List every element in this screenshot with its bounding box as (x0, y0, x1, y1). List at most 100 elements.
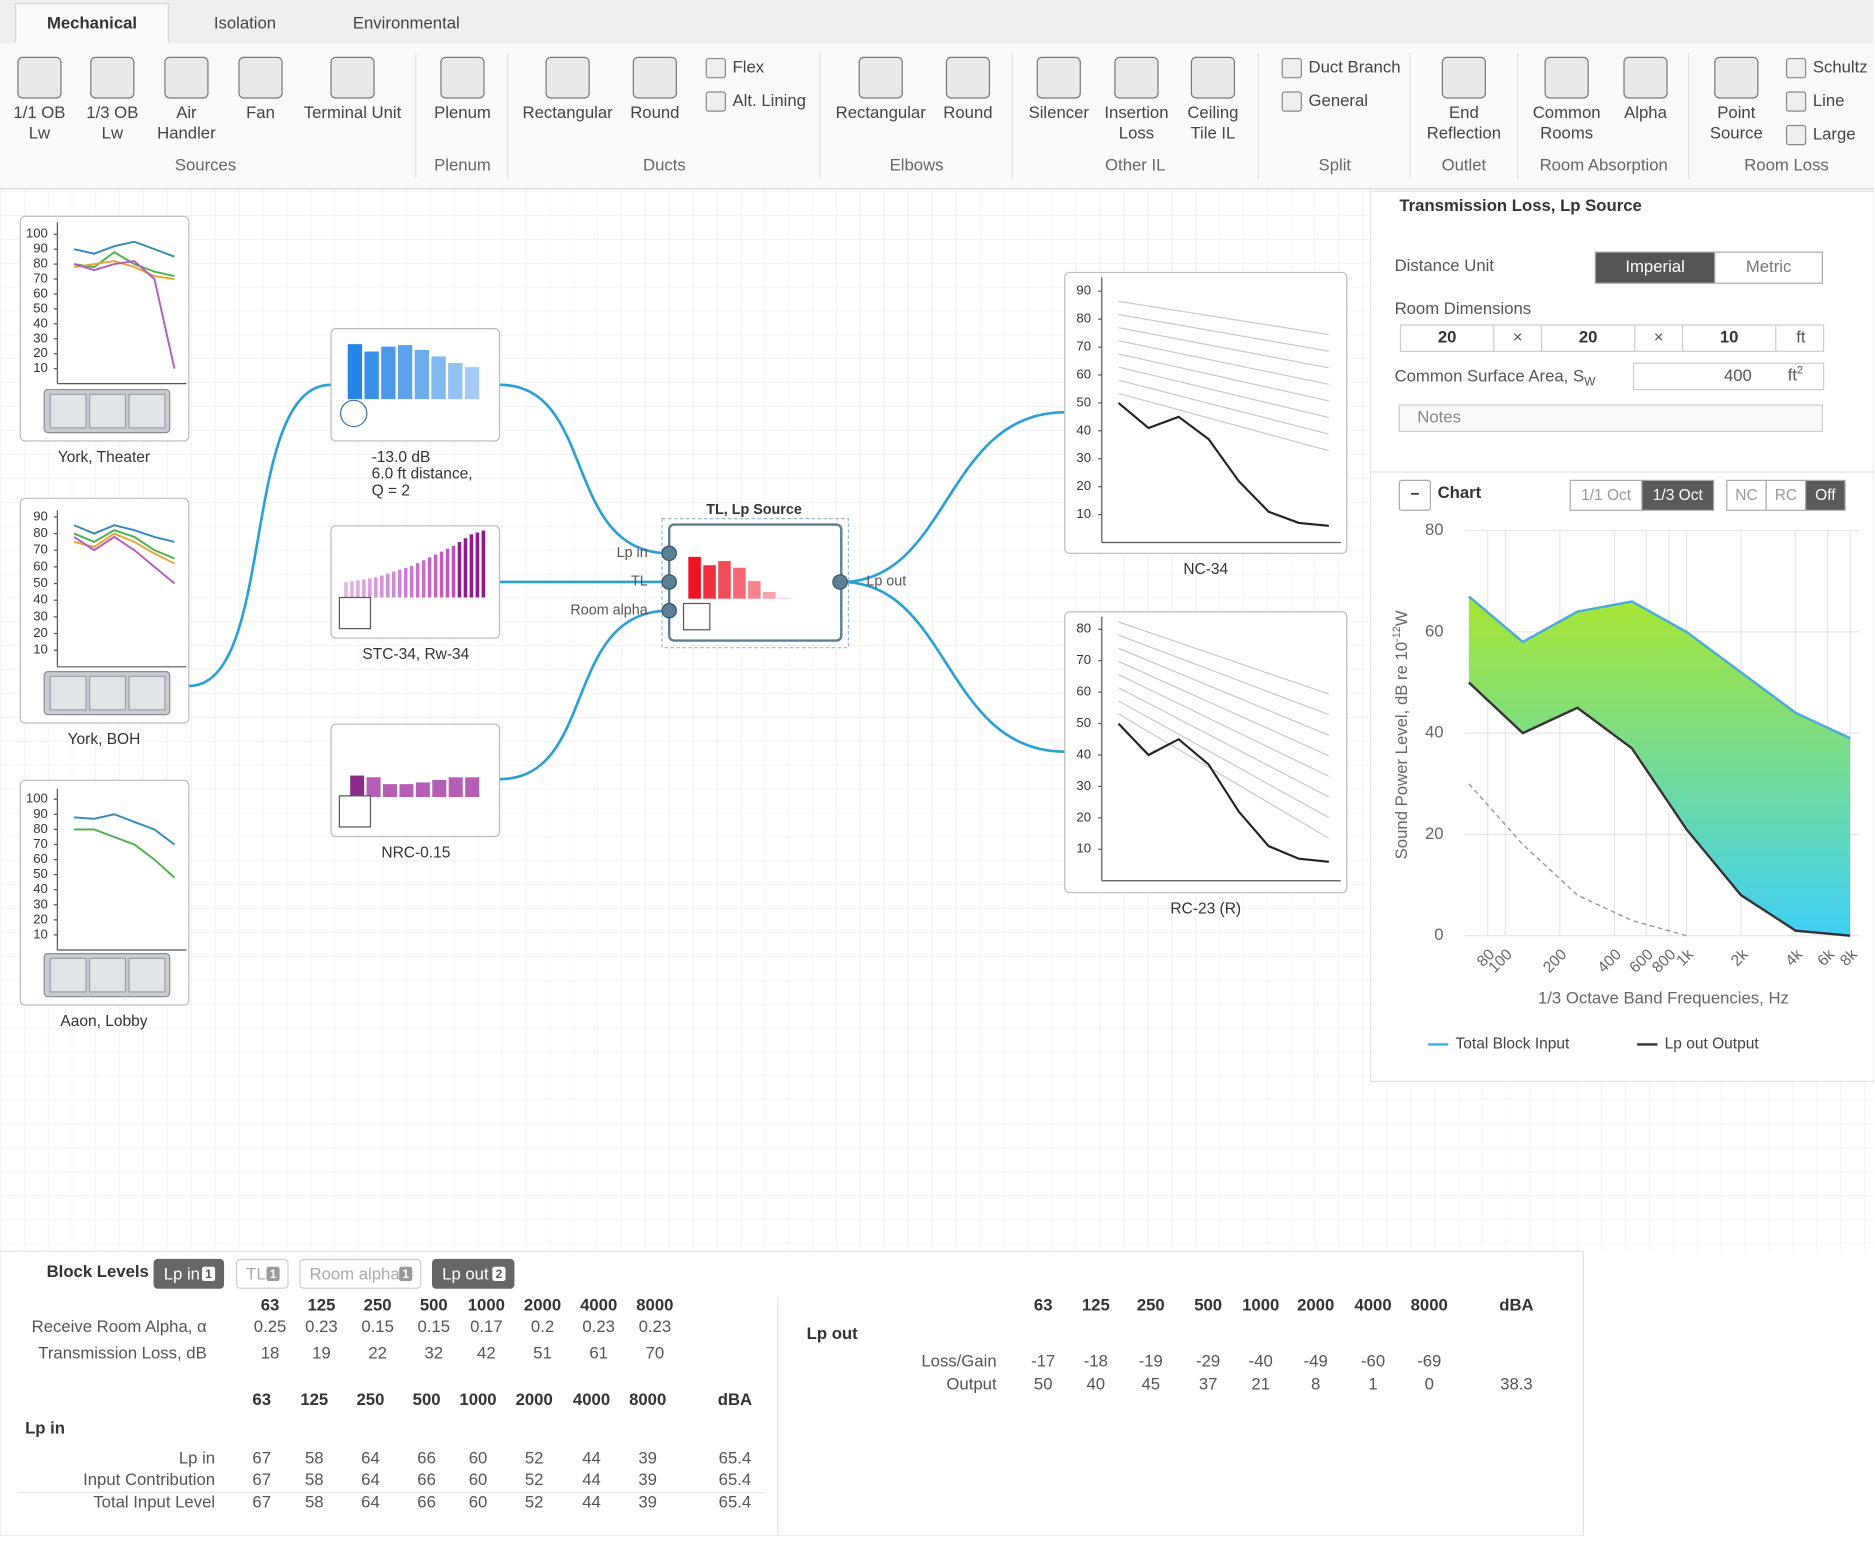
ribbon-icon[interactable] (17, 56, 62, 99)
dimension-value[interactable]: 20 (1579, 328, 1598, 347)
ribbon-icon[interactable] (238, 56, 283, 99)
ribbon-button-label[interactable]: Reflection (1427, 123, 1501, 142)
criteria-card[interactable] (1064, 611, 1348, 894)
ribbon-button-label[interactable]: Fan (246, 103, 275, 122)
ribbon-icon[interactable] (945, 56, 991, 99)
ribbon-button-label[interactable]: Plenum (434, 103, 491, 122)
ribbon-button-label[interactable]: Terminal Unit (304, 103, 402, 122)
ribbon-button-label[interactable]: Loss (1119, 123, 1154, 142)
ribbon-small-label[interactable]: Line (1813, 91, 1845, 110)
ribbon-small-icon[interactable] (1785, 57, 1807, 79)
ribbon-small-label[interactable]: Alt. Lining (733, 91, 806, 110)
ribbon-button-label[interactable]: Air (176, 103, 197, 122)
ribbon-button-label[interactable]: Round (630, 103, 679, 122)
ribbon-button-label[interactable]: Lw (102, 123, 124, 142)
unit-toggle[interactable] (1714, 251, 1823, 284)
ribbon-small-icon[interactable] (1281, 91, 1302, 112)
dimension-field[interactable] (1681, 324, 1777, 352)
unit-toggle[interactable] (1594, 251, 1716, 284)
ribbon-small-label[interactable]: General (1309, 91, 1368, 110)
ribbon-button-label[interactable]: Ceiling (1187, 103, 1238, 122)
ribbon-icon[interactable] (1036, 56, 1081, 99)
legend-label[interactable]: Lp out Output (1665, 1036, 1760, 1053)
collapse-icon[interactable]: − (1410, 486, 1419, 503)
ribbon-icon[interactable] (1714, 56, 1759, 99)
chart-option-label[interactable]: 1/1 Oct (1581, 487, 1632, 504)
level-toggle-label[interactable]: TL (246, 1264, 266, 1283)
port[interactable] (661, 574, 677, 590)
ribbon-button-label[interactable]: Lw (29, 123, 51, 142)
level-toggle[interactable] (431, 1258, 515, 1289)
ribbon-icon[interactable] (1623, 56, 1668, 99)
chart-option[interactable] (1765, 479, 1807, 511)
ribbon-icon[interactable] (440, 56, 485, 99)
ribbon-small-label[interactable]: Duct Branch (1309, 58, 1401, 77)
ribbon-button-label[interactable]: Silencer (1029, 103, 1090, 122)
chart-option-label[interactable]: Off (1815, 487, 1836, 504)
chart-option[interactable] (1805, 479, 1846, 511)
ribbon-icon[interactable] (164, 56, 209, 99)
ribbon-icon[interactable] (330, 56, 375, 99)
unit-toggle-label[interactable]: Metric (1746, 257, 1792, 276)
ribbon-icon[interactable] (1114, 56, 1159, 99)
ribbon-button-label[interactable]: Rectangular (836, 103, 927, 122)
notes-placeholder[interactable]: Notes (1417, 408, 1461, 427)
area-input[interactable] (1632, 362, 1825, 391)
port[interactable] (661, 602, 677, 619)
ribbon-small-icon[interactable] (1785, 91, 1807, 112)
ribbon-icon[interactable] (545, 56, 590, 99)
level-toggle[interactable] (299, 1258, 422, 1289)
ribbon-button-label[interactable]: Alpha (1624, 103, 1667, 122)
ribbon-small-icon[interactable] (1281, 57, 1302, 79)
collapse-button[interactable] (1398, 479, 1432, 511)
level-toggle-label[interactable]: Lp in (164, 1264, 200, 1283)
ribbon-button-label[interactable]: Tile IL (1190, 123, 1235, 142)
port[interactable] (832, 574, 848, 590)
legend-label[interactable]: Total Block Input (1456, 1036, 1571, 1053)
tab-label[interactable]: Mechanical (47, 13, 137, 32)
ribbon-button-label[interactable]: Rectangular (523, 103, 614, 122)
chart-option[interactable] (1641, 479, 1715, 511)
chart-option[interactable] (1726, 479, 1767, 511)
tab-label[interactable]: Environmental (353, 13, 460, 32)
source-card[interactable] (19, 779, 190, 1006)
ribbon-button-label[interactable]: Common (1533, 103, 1601, 122)
dimension-value[interactable]: 10 (1720, 328, 1739, 347)
ribbon-small-label[interactable]: Large (1813, 124, 1856, 143)
level-toggle-label[interactable]: Room alpha (310, 1264, 401, 1283)
chart-option-label[interactable]: RC (1775, 487, 1797, 504)
ribbon-icon[interactable] (1544, 56, 1589, 99)
ribbon-small-label[interactable]: Schultz (1813, 58, 1868, 77)
ribbon-button-label[interactable]: 1/3 OB (86, 103, 138, 122)
ribbon-small-label[interactable]: Flex (733, 58, 765, 77)
unit-toggle-label[interactable]: Imperial (1625, 257, 1684, 276)
criteria-card[interactable] (1064, 271, 1348, 554)
ribbon-icon[interactable] (1441, 56, 1486, 99)
ribbon-button-label[interactable]: Source (1710, 123, 1763, 142)
ribbon-button-label[interactable]: Round (943, 103, 992, 122)
tab-label[interactable]: Isolation (214, 13, 276, 32)
dimension-field[interactable] (1540, 324, 1636, 352)
area-value[interactable]: 400 (1724, 366, 1752, 385)
chart-option-label[interactable]: 1/3 Oct (1653, 487, 1704, 504)
ribbon-small-icon[interactable] (705, 57, 726, 79)
ribbon-icon[interactable] (90, 56, 135, 99)
port[interactable] (661, 545, 677, 562)
notes-input[interactable] (1398, 404, 1823, 432)
stc-block[interactable] (330, 525, 501, 639)
ribbon-button-label[interactable]: 1/1 OB (13, 103, 65, 122)
dimension-value[interactable]: 20 (1438, 328, 1457, 347)
ribbon-small-icon[interactable] (705, 91, 726, 112)
chart-option[interactable] (1569, 479, 1643, 511)
nrc-block[interactable] (330, 723, 501, 838)
ribbon-button-label[interactable]: End (1449, 103, 1479, 122)
active-tab[interactable] (14, 2, 170, 45)
ribbon-icon[interactable] (632, 56, 677, 99)
ribbon-button-label[interactable]: Handler (157, 123, 216, 142)
ribbon-button-label[interactable]: Point (1717, 103, 1755, 122)
ribbon-small-icon[interactable] (1785, 124, 1807, 146)
level-toggle-label[interactable]: Lp out (442, 1264, 489, 1283)
ribbon-icon[interactable] (858, 56, 903, 99)
ribbon-button-label[interactable]: Insertion (1104, 103, 1168, 122)
chart-option-label[interactable]: NC (1735, 487, 1757, 504)
